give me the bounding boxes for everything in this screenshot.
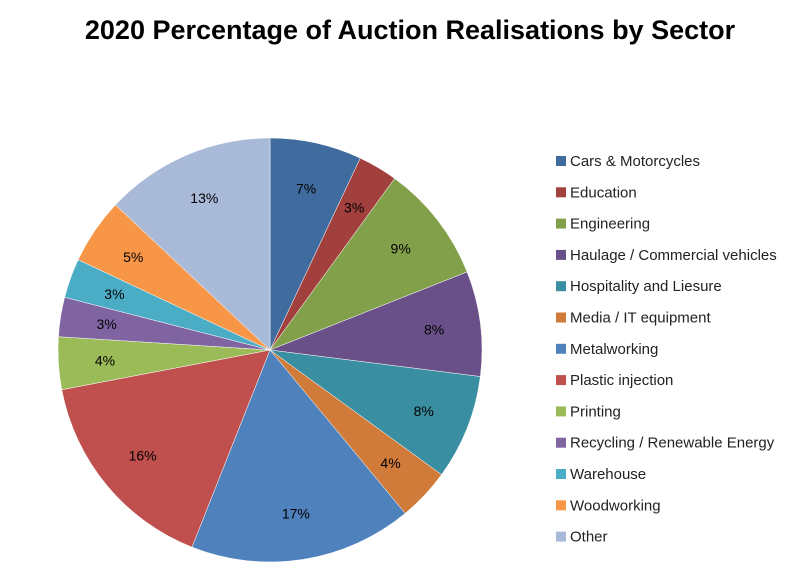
legend-swatch <box>556 281 566 292</box>
legend-swatch <box>556 218 566 229</box>
legend-swatch <box>556 187 566 198</box>
legend-label: Haulage / Commercial vehicles <box>570 247 777 264</box>
legend-label: Cars & Motorcycles <box>570 153 700 170</box>
data-label: 13% <box>190 190 218 206</box>
legend-swatch <box>556 375 566 386</box>
data-label: 5% <box>123 249 143 265</box>
pie-slice-4 <box>269 349 481 475</box>
legend-label: Media / IT equipment <box>570 310 711 327</box>
pie-slice-7 <box>61 349 271 548</box>
legend-label: Plastic injection <box>570 372 673 389</box>
legend-swatch <box>556 156 566 166</box>
data-label: 3% <box>97 316 117 332</box>
legend-swatch <box>556 343 566 354</box>
legend-swatch <box>556 437 566 448</box>
legend-swatch <box>556 249 566 260</box>
legend-label: Hospitality and Liesure <box>570 278 722 295</box>
legend-label: Recycling / Renewable Energy <box>570 435 775 452</box>
data-label: 3% <box>104 286 124 302</box>
data-label: 4% <box>380 455 400 471</box>
pie-slice-6 <box>191 349 406 563</box>
data-label: 8% <box>414 403 434 419</box>
legend-label: Other <box>570 529 608 546</box>
legend-label: Woodworking <box>570 497 661 514</box>
legend-label: Printing <box>570 403 621 420</box>
legend-swatch <box>556 312 566 323</box>
legend-label: Warehouse <box>570 466 646 483</box>
data-label: 17% <box>282 505 310 521</box>
data-label: 9% <box>391 241 411 257</box>
pie-slice-2 <box>269 178 468 351</box>
data-label: 4% <box>95 352 115 368</box>
legend-swatch <box>556 469 566 479</box>
legend-swatch <box>556 406 566 417</box>
legend-swatch <box>556 531 566 542</box>
data-label: 3% <box>344 200 364 216</box>
legend-label: Metalworking <box>570 341 658 358</box>
pie-slice-3 <box>269 271 483 377</box>
legend-label: Engineering <box>570 216 650 233</box>
data-label: 16% <box>129 447 157 463</box>
pie-slice-12 <box>115 137 271 351</box>
chart-title: 2020 Percentage of Auction Realisations … <box>84 15 736 45</box>
legend-swatch <box>556 500 566 511</box>
data-label: 8% <box>424 321 444 337</box>
legend-label: Education <box>570 184 637 201</box>
data-label: 7% <box>296 181 316 197</box>
